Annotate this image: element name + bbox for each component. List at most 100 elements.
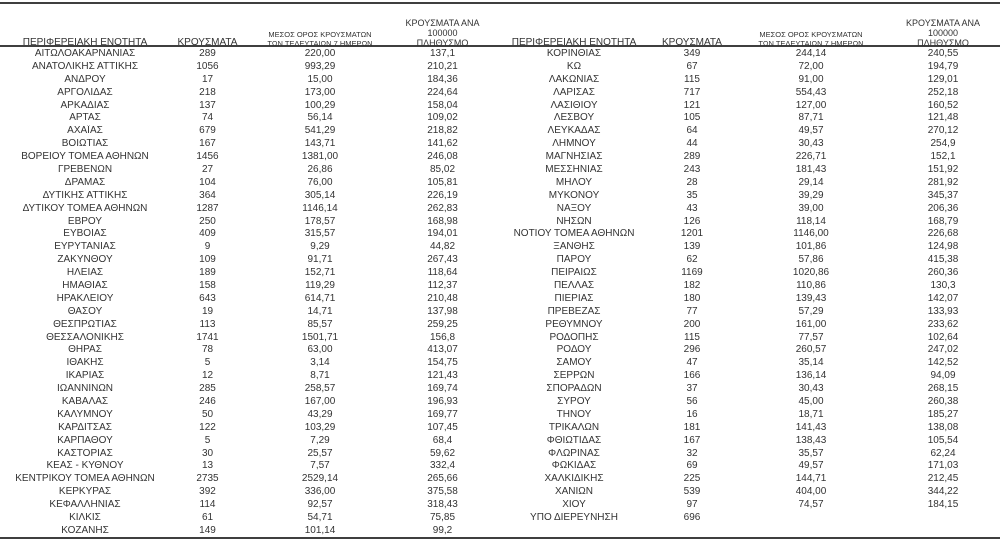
cases-cell: 47 <box>686 357 698 369</box>
per100k-cell: 121,43 <box>427 370 458 382</box>
cases-cell: 113 <box>199 318 216 330</box>
per100k-cell: 345,37 <box>927 189 959 201</box>
per100k-cell: 332,4 <box>429 460 456 472</box>
per100k-cell: 218,82 <box>427 125 458 137</box>
table-row: ΠΕΛΛΑΣ 182 110,86 130,3 <box>495 279 995 292</box>
table-row: ΚΑΡΔΙΤΣΑΣ 122 103,29 107,45 <box>0 421 490 434</box>
avg7day-cell: 54,71 <box>307 512 333 523</box>
per100k-cell: 375,58 <box>427 486 458 498</box>
avg7day-cell: 35,14 <box>798 357 824 369</box>
avg7day-cell: 91,71 <box>307 254 333 266</box>
cases-cell: 126 <box>683 215 701 227</box>
cases-cell: 285 <box>199 383 216 395</box>
per100k-cell: 194,79 <box>927 60 959 72</box>
region-name-cell: ΜΗΛΟΥ <box>555 176 593 188</box>
table-row: ΗΡΑΚΛΕΙΟΥ 643 614,71 210,48 <box>0 292 490 305</box>
region-name-cell: ΜΥΚΟΝΟΥ <box>548 189 600 201</box>
per100k-cell: 246,08 <box>427 151 458 163</box>
table-row: ΛΑΡΙΣΑΣ 717 554,43 252,18 <box>495 86 995 99</box>
cases-cell: 28 <box>686 176 698 188</box>
avg7day-cell: 91,00 <box>798 73 824 85</box>
table-row: ΑΝΔΡΟΥ 17 15,00 184,36 <box>0 73 490 86</box>
avg7day-cell: 404,00 <box>795 486 827 498</box>
right-table: ΠΕΡΙΦΕΡΕΙΑΚΗ ΕΝΟΤΗΤΑ ΚΡΟΥΣΜΑΤΑ ΜΕΣΟΣ ΟΡΟ… <box>495 18 995 524</box>
table-row: ΚΟΡΙΝΘΙΑΣ 349 244,14 240,55 <box>495 47 995 60</box>
region-name-cell: ΑΡΤΑΣ <box>69 112 101 124</box>
table-row: ΧΑΛΚΙΔΙΚΗΣ 225 144,71 212,45 <box>495 472 995 485</box>
region-name-cell: ΙΘΑΚΗΣ <box>66 357 104 369</box>
cases-cell: 409 <box>199 228 216 240</box>
table-row: ΚΙΛΚΙΣ 61 54,71 75,85 <box>0 511 490 524</box>
cases-cell: 12 <box>201 370 214 382</box>
cases-column-header: ΚΡΟΥΣΜΑΤΑ <box>177 37 238 48</box>
region-name-cell: ΣΥΡΟΥ <box>557 395 591 407</box>
per100k-cell: 112,37 <box>427 279 458 291</box>
region-name-cell: ΝΑΞΟΥ <box>556 202 592 214</box>
region-name-cell: ΚΩ <box>566 60 582 72</box>
per100k-cell: 210,48 <box>427 292 458 304</box>
avg7day-cell: 315,57 <box>304 228 336 240</box>
cases-cell: 61 <box>201 512 214 523</box>
avg7day-cell: 8,71 <box>310 370 330 382</box>
region-name-cell: ΑΡΓΟΛΙΔΑΣ <box>57 86 113 98</box>
region-name-cell: ΤΡΙΚΑΛΩΝ <box>548 421 600 433</box>
table-row: ΦΘΙΩΤΙΔΑΣ 167 138,43 105,54 <box>495 434 995 447</box>
region-name-cell: ΧΙΟΥ <box>562 499 586 511</box>
table-row: ΗΛΕΙΑΣ 189 152,71 118,64 <box>0 266 490 279</box>
avg7day-cell: 144,71 <box>795 473 827 485</box>
table-row: ΝΗΣΩΝ 126 118,14 168,79 <box>495 215 995 228</box>
per100k-header-line1: ΚΡΟΥΣΜΑΤΑ ΑΝΑ 100000 <box>906 18 980 38</box>
cases-cell: 9 <box>204 241 211 253</box>
table-row: ΠΕΙΡΑΙΩΣ 1169 1020,86 260,36 <box>495 266 995 279</box>
avg7day-cell: 1501,71 <box>301 331 339 343</box>
cases-cell: 289 <box>683 151 701 163</box>
table-row: ΙΚΑΡΙΑΣ 12 8,71 121,43 <box>0 369 490 382</box>
avg7day-cell: 100,29 <box>304 99 336 111</box>
cases-cell: 50 <box>201 408 214 420</box>
table-row: ΚΑΛΥΜΝΟΥ 50 43,29 169,77 <box>0 408 490 421</box>
region-name-cell: ΙΩΑΝΝΙΝΩΝ <box>56 383 114 395</box>
cases-cell: 5 <box>204 357 211 369</box>
table-row: ΛΕΥΚΑΔΑΣ 64 49,57 270,12 <box>495 124 995 137</box>
region-column-header: ΠΕΡΙΦΕΡΕΙΑΚΗ ΕΝΟΤΗΤΑ <box>22 37 148 48</box>
per100k-cell: 270,12 <box>927 125 959 137</box>
region-name-cell: ΜΕΣΣΗΝΙΑΣ <box>545 163 603 175</box>
region-column-header: ΠΕΡΙΦΕΡΕΙΑΚΗ ΕΝΟΤΗΤΑ <box>511 37 637 48</box>
per100k-cell: 158,04 <box>427 99 458 111</box>
region-name-cell: ΧΑΝΙΩΝ <box>554 486 594 498</box>
table-row: ΑΧΑΪΑΣ 679 541,29 218,82 <box>0 124 490 137</box>
region-name-cell: ΑΝΑΤΟΛΙΚΗΣ ΑΤΤΙΚΗΣ <box>31 60 139 72</box>
region-name-cell: ΤΗΝΟΥ <box>556 408 592 420</box>
table-row: ΦΛΩΡΙΝΑΣ 32 35,57 62,24 <box>495 447 995 460</box>
per100k-cell: 262,83 <box>427 202 458 214</box>
avg7day-cell: 554,43 <box>795 86 827 98</box>
per100k-cell: 267,43 <box>427 254 458 266</box>
table-row: ΚΑΒΑΛΑΣ 246 167,00 196,93 <box>0 395 490 408</box>
avg7day-cell: 993,29 <box>304 60 336 72</box>
region-name-cell: ΒΟΙΩΤΙΑΣ <box>61 138 109 150</box>
table-row: ΒΟΡΕΙΟΥ ΤΟΜΕΑ ΑΘΗΝΩΝ 1456 1381,00 246,08 <box>0 150 490 163</box>
per100k-cell: 168,98 <box>427 215 458 227</box>
avg7day-cell: 101,14 <box>304 524 336 536</box>
cases-cell: 97 <box>686 499 698 511</box>
avg7day-cell: 39,00 <box>798 202 824 214</box>
region-name-cell: ΔΥΤΙΚΗΣ ΑΤΤΙΚΗΣ <box>42 189 128 201</box>
right-table-body: ΚΟΡΙΝΘΙΑΣ 349 244,14 240,55 ΚΩ 67 72,00 194,79 Λ… <box>495 47 995 524</box>
per100k-cell: 281,92 <box>927 176 959 188</box>
region-name-cell: ΝΟΤΙΟΥ ΤΟΜΕΑ ΑΘΗΝΩΝ <box>513 228 635 240</box>
avg7day-cell: 1020,86 <box>792 267 830 279</box>
table-row: ΘΑΣΟΥ 19 14,71 137,98 <box>0 305 490 318</box>
cases-column-header: ΚΡΟΥΣΜΑΤΑ <box>662 37 722 48</box>
table-row: ΝΑΞΟΥ 43 39,00 206,36 <box>495 202 995 215</box>
avg7day-cell: 45,00 <box>798 395 824 407</box>
table-row: ΡΕΘΥΜΝΟΥ 200 161,00 233,62 <box>495 318 995 331</box>
cases-cell: 115 <box>684 331 700 343</box>
avg7day-cell: 92,57 <box>307 499 333 511</box>
cases-cell: 1056 <box>196 60 219 72</box>
avg7day-cell: 57,29 <box>798 305 824 317</box>
per100k-cell: 102,64 <box>927 331 959 343</box>
region-name-cell: ΞΑΝΘΗΣ <box>553 241 595 253</box>
right-table-header-row: ΠΕΡΙΦΕΡΕΙΑΚΗ ΕΝΟΤΗΤΑ ΚΡΟΥΣΜΑΤΑ ΜΕΣΟΣ ΟΡΟ… <box>495 18 995 48</box>
table-row: ΥΠΟ ΔΙΕΡΕΥΝΗΣΗ 696 <box>495 511 995 524</box>
table-row: ΔΥΤΙΚΟΥ ΤΟΜΕΑ ΑΘΗΝΩΝ 1287 1146,14 262,83 <box>0 202 490 215</box>
